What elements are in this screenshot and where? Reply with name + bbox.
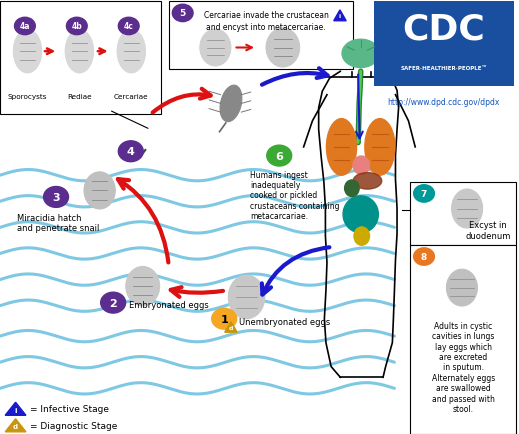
- Text: Unembryonated eggs: Unembryonated eggs: [239, 318, 330, 326]
- Circle shape: [414, 248, 434, 266]
- Circle shape: [118, 141, 143, 162]
- Circle shape: [172, 5, 193, 23]
- Polygon shape: [5, 402, 26, 415]
- Text: Embryonated eggs: Embryonated eggs: [129, 301, 209, 309]
- Text: Excyst in
duodenum: Excyst in duodenum: [465, 221, 511, 240]
- Text: Humans ingest
inadequately
cooked or pickled
crustaceans containing
metacarcaria: Humans ingest inadequately cooked or pic…: [250, 170, 339, 220]
- Ellipse shape: [446, 270, 477, 306]
- Text: Adults in cystic
cavities in lungs
lay eggs which
are excreted
in sputum.
Altern: Adults in cystic cavities in lungs lay e…: [432, 321, 495, 413]
- Polygon shape: [225, 322, 237, 332]
- Ellipse shape: [126, 267, 160, 306]
- Circle shape: [66, 18, 87, 36]
- Text: CDC: CDC: [402, 12, 485, 46]
- FancyBboxPatch shape: [410, 182, 516, 245]
- Text: 4c: 4c: [124, 23, 134, 31]
- Ellipse shape: [326, 119, 357, 176]
- Ellipse shape: [354, 227, 370, 246]
- Ellipse shape: [228, 276, 265, 319]
- FancyBboxPatch shape: [169, 2, 353, 69]
- Text: 4a: 4a: [20, 23, 30, 31]
- Text: Miracidia hatch
and penetrate snail: Miracidia hatch and penetrate snail: [17, 214, 99, 233]
- Ellipse shape: [452, 190, 483, 229]
- Ellipse shape: [345, 181, 359, 197]
- Text: = Diagnostic Stage: = Diagnostic Stage: [30, 421, 117, 430]
- Ellipse shape: [353, 157, 370, 175]
- Polygon shape: [5, 419, 26, 432]
- Text: 7: 7: [421, 190, 427, 198]
- Ellipse shape: [117, 30, 145, 74]
- Circle shape: [212, 309, 237, 329]
- Text: 8: 8: [421, 253, 427, 261]
- Text: http://www.dpd.cdc.gov/dpdx: http://www.dpd.cdc.gov/dpdx: [388, 98, 500, 106]
- Text: 2: 2: [110, 298, 117, 308]
- Ellipse shape: [353, 173, 381, 190]
- Text: Sporocysts: Sporocysts: [8, 93, 47, 99]
- Ellipse shape: [342, 40, 379, 68]
- FancyBboxPatch shape: [410, 245, 516, 434]
- Text: 6: 6: [275, 151, 283, 161]
- Ellipse shape: [365, 119, 395, 176]
- Circle shape: [15, 18, 35, 36]
- Text: d: d: [229, 326, 233, 331]
- Text: i: i: [339, 14, 341, 20]
- Text: Cercariae invade the crustacean: Cercariae invade the crustacean: [204, 11, 329, 20]
- Text: 4: 4: [127, 147, 135, 157]
- Polygon shape: [334, 11, 346, 22]
- Ellipse shape: [13, 30, 42, 74]
- FancyBboxPatch shape: [0, 2, 161, 115]
- Text: Rediae: Rediae: [67, 93, 92, 99]
- Text: d: d: [13, 423, 18, 429]
- Ellipse shape: [220, 86, 242, 122]
- Ellipse shape: [200, 30, 231, 67]
- Text: SAFER·HEALTHIER·PEOPLE™: SAFER·HEALTHIER·PEOPLE™: [400, 66, 487, 71]
- Text: 1: 1: [221, 314, 228, 324]
- Circle shape: [44, 187, 69, 208]
- FancyBboxPatch shape: [374, 2, 514, 87]
- Circle shape: [118, 18, 139, 36]
- Circle shape: [267, 146, 292, 167]
- Text: 4b: 4b: [72, 23, 82, 31]
- Text: = Infective Stage: = Infective Stage: [30, 404, 109, 413]
- Ellipse shape: [65, 30, 93, 74]
- Text: and encyst into metacercariae.: and encyst into metacercariae.: [207, 23, 326, 32]
- Text: 3: 3: [52, 193, 60, 202]
- Text: 5: 5: [180, 10, 186, 18]
- Circle shape: [101, 293, 126, 313]
- Ellipse shape: [266, 29, 300, 68]
- Ellipse shape: [84, 172, 115, 209]
- Circle shape: [414, 185, 434, 203]
- Text: Cercariae: Cercariae: [114, 93, 148, 99]
- Ellipse shape: [343, 196, 378, 233]
- Text: i: i: [15, 407, 17, 413]
